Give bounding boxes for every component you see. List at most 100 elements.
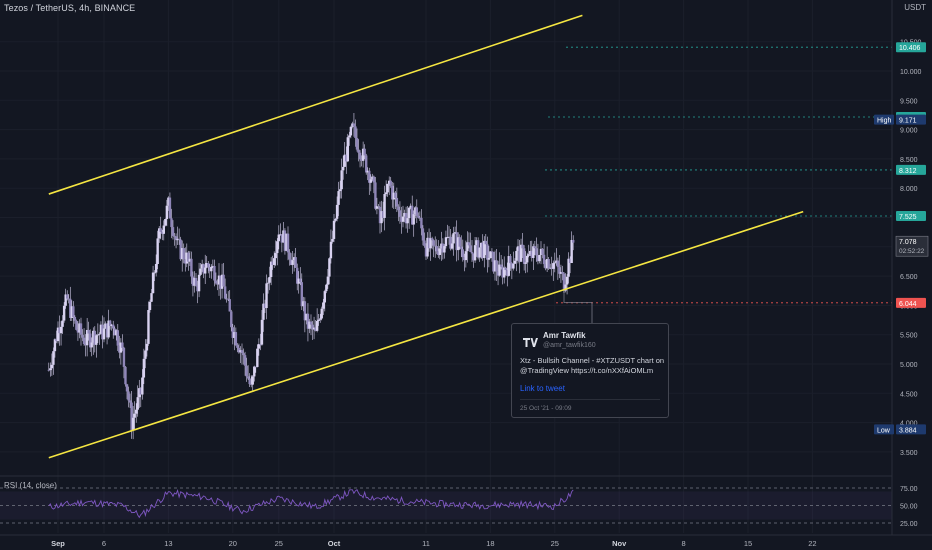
candle-body [496,271,500,276]
candle-series [47,113,575,440]
candle-body [460,246,463,250]
candle-body [512,263,515,269]
candle-body [378,206,382,224]
candle-body [292,257,296,261]
candle-body [184,259,187,264]
high-low-badge [896,424,926,435]
candle-body [84,344,87,346]
candle-body [358,152,362,160]
candle-body [197,274,201,292]
candle-body [559,271,563,274]
candle-body [211,265,215,267]
candle-body [259,344,262,345]
candle-body [112,324,115,329]
price-level-badge [896,42,926,53]
candle-body [101,324,104,340]
candle-body [207,263,210,268]
candle-body [204,267,207,274]
candle-body [441,243,445,253]
candle-body [553,262,556,264]
high-low-badge [896,114,926,125]
candle-body [161,231,164,234]
candle-body [196,285,199,292]
candle-body [515,250,518,261]
high-low-badge-text: 9.171 [899,118,917,125]
candle-body [345,154,348,162]
candle-body [314,327,317,331]
candle-body [322,302,325,309]
price-tick-label: 9.000 [900,128,918,135]
tweet-date: 25 Oct '21 - 09:09 [520,405,572,412]
candle-body [230,311,233,328]
candle-body [276,241,279,254]
candle-body [154,263,158,273]
candle-body [291,260,294,265]
candle-body [380,211,383,224]
candle-body [360,159,363,161]
candle-body [490,251,494,253]
time-axis[interactable] [0,535,932,550]
candle-body [119,342,123,353]
candle-body [72,306,75,317]
candle-body [49,368,52,371]
price-tick-label: 4.000 [900,421,918,428]
candle-body [415,207,418,216]
candle-body [176,238,179,241]
candle-body [193,277,196,286]
time-tick-label: 18 [486,539,494,548]
candle-body [239,350,242,353]
candle-body [518,246,521,262]
candle-body [513,260,517,264]
candle-body [464,251,468,261]
high-low-tag [874,424,894,435]
candle-body [181,248,184,260]
rsi-tick-label: 25.00 [900,521,918,528]
candle-body [334,218,337,221]
tweet-connector [563,284,593,323]
candle-body [115,330,118,336]
price-level-badge [896,297,926,308]
candle-body [529,250,532,255]
channel-line-lower[interactable] [48,210,804,459]
candle-body [222,274,225,287]
channel-line-upper[interactable] [48,14,583,195]
candle-body [306,313,310,329]
candle-body [400,216,403,222]
candle-body [64,294,67,306]
candle-body [473,245,477,261]
candle-body [260,319,264,345]
candle-body [288,252,291,260]
candle-body [93,330,96,345]
candle-body [392,192,395,200]
candle-body [251,376,254,385]
candle-body [121,342,124,348]
last-price-value: 7.078 [899,239,917,246]
candle-body [492,252,495,272]
tweet-card[interactable]: Amr Tawfik @amr_tawfik160 Xtz - Bullsih … [511,323,669,418]
candle-body [401,216,405,222]
candle-body [418,217,422,219]
candle-body [294,257,297,268]
candle-body [526,255,529,263]
candle-body [156,238,159,264]
price-axis[interactable] [892,0,932,550]
candle-body [377,206,380,207]
candle-body [411,205,414,225]
candle-body [177,238,181,240]
candle-body [506,270,509,276]
rsi-indicator-label: RSI (14, close) [4,481,57,490]
candle-body [273,258,276,265]
candle-body [187,252,190,262]
candle-body [105,323,109,338]
candle-body [135,409,138,414]
candle-body [420,217,423,229]
candle-body [549,267,552,269]
candle-body [234,332,238,346]
tweet-link[interactable]: Link to tweet [520,384,565,393]
candle-body [200,264,204,269]
candle-body [286,233,290,253]
candle-body [317,319,320,321]
candle-body [85,329,89,346]
price-level-badge-text: 6.044 [899,301,917,308]
